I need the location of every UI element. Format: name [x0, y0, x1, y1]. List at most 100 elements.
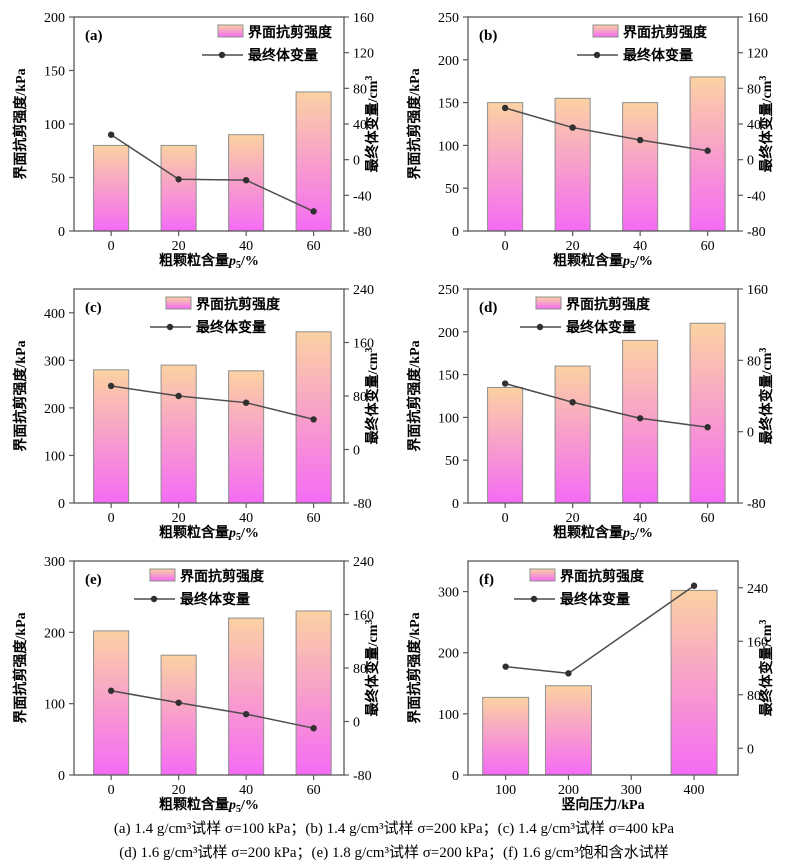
y-right-tick-label: 120 [747, 47, 768, 62]
x-tick-label: 40 [633, 239, 647, 254]
legend-line-marker [530, 595, 538, 603]
chart-panel-e: 0 100 200 300 -80 0 80 160 240 0 20 40 60 界面抗剪强度/kPa 最… [0, 544, 394, 816]
legend-bar-swatch [217, 24, 244, 38]
caption-line-1: (a) 1.4 g/cm³试样 σ=100 kPa；(b) 1.4 g/cm³试… [113, 821, 675, 837]
xlabel: 粗颗粒含量p5/% [553, 252, 653, 271]
bars [93, 91, 332, 232]
axis-tick-labels: 0 100 200 300 -80 0 80 160 240 0 20 40 60 [44, 555, 374, 798]
x-tick-label: 0 [502, 239, 509, 254]
chart-e: 0 100 200 300 -80 0 80 160 240 0 20 40 60 界面抗剪强度/kPa 最… [12, 555, 381, 815]
xlabel: 粗颗粒含量p5/% [553, 524, 653, 543]
data-point-marker [636, 415, 644, 422]
data-point-marker [242, 399, 250, 406]
bar [487, 102, 524, 232]
y-left-tick-label: 0 [452, 225, 459, 240]
data-point-marker [569, 399, 576, 406]
panel-letter: (c) [85, 300, 102, 316]
y-left-tick-label: 100 [44, 118, 65, 133]
axis-tick-labels: 0 50 100 150 200 250 -80 0 80 160 0 20 40 60 [438, 283, 768, 526]
y-right-tick-label: -80 [353, 497, 372, 512]
y-right-tick-label: -40 [353, 189, 372, 204]
axis-tick-labels: 0 50 100 150 200 -80 -40 0 40 80 120 160 0 20 40 60 [44, 11, 374, 254]
y-left-tick-label: 150 [438, 97, 459, 112]
y-right-tick-label: 160 [747, 11, 768, 26]
bar [160, 364, 197, 504]
ylabel-left: 界面抗剪强度/kPa [406, 612, 423, 723]
bar [93, 630, 130, 776]
line-series [110, 134, 314, 213]
axis-tick-labels: 0 50 100 150 200 250 -80 -40 0 40 80 120 160 0 20 40 60 [438, 11, 768, 254]
y-right-tick-label: 40 [747, 118, 761, 133]
data-point-marker [565, 670, 572, 677]
x-tick-label: 60 [307, 783, 321, 798]
legend-bar-swatch [592, 24, 619, 38]
ylabel-right: 最终体变量/cm3 [364, 348, 381, 445]
y-left-tick-label: 200 [438, 326, 459, 341]
bar [622, 102, 659, 232]
y-right-tick-label: 240 [353, 283, 374, 298]
data-point-marker [107, 131, 115, 138]
y-left-tick-label: 50 [445, 454, 459, 469]
bar [622, 339, 659, 504]
data-point-marker [704, 424, 711, 431]
y-left-tick-label: 200 [438, 647, 459, 662]
bar [554, 365, 591, 504]
x-tick-label: 40 [239, 239, 253, 254]
x-tick-label: 60 [307, 239, 321, 254]
y-left-tick-label: 0 [58, 225, 65, 240]
ylabel-left: 界面抗剪强度/kPa [406, 340, 423, 451]
bar [160, 144, 197, 232]
chart-panel-b: 0 50 100 150 200 250 -80 -40 0 40 80 120 160 0 20 40 60 界… [394, 0, 788, 272]
data-point-marker [175, 176, 182, 183]
bar [482, 696, 530, 776]
xlabel: 粗颗粒含量p5/% [159, 524, 259, 543]
x-tick-label: 20 [172, 783, 186, 798]
plot-frame [467, 288, 739, 504]
bar [93, 369, 130, 504]
legend-line-marker [218, 51, 226, 59]
axis-ticks [463, 587, 743, 780]
legend-line-label: 最终体变量 [248, 47, 318, 64]
y-right-tick-label: -80 [353, 769, 372, 784]
panel-letter: (a) [85, 28, 103, 44]
legend-bar-label: 界面抗剪强度 [196, 296, 281, 313]
ylabel-left: 界面抗剪强度/kPa [406, 68, 423, 179]
panel-letter: (d) [479, 300, 497, 316]
data-point-marker [636, 136, 644, 144]
x-tick-label: 0 [108, 783, 115, 798]
data-point-marker [569, 124, 576, 131]
x-tick-label: 400 [684, 783, 705, 798]
y-right-tick-label: -80 [747, 497, 766, 512]
line-series [504, 107, 708, 152]
legend-bar-swatch [529, 568, 556, 582]
panel-letter: (e) [85, 572, 102, 588]
chart-panel-a: 0 50 100 150 200 -80 -40 0 40 80 120 160 0 20 40 60 界面抗剪… [0, 0, 394, 272]
line-series [504, 382, 708, 428]
y-right-tick-label: 0 [353, 716, 360, 731]
legend-bar-label: 界面抗剪强度 [248, 24, 333, 41]
legend-bar-swatch [535, 296, 562, 310]
y-left-tick-label: 200 [44, 11, 65, 26]
y-right-tick-label: 80 [747, 689, 761, 704]
x-tick-label: 40 [239, 783, 253, 798]
data-point-marker [501, 380, 509, 387]
ylabel-left: 界面抗剪强度/kPa [12, 340, 29, 451]
y-left-tick-label: 250 [438, 11, 459, 26]
bar [160, 654, 197, 776]
y-right-tick-label: 0 [353, 154, 360, 169]
data-point-marker [501, 104, 509, 112]
bar [93, 144, 130, 232]
ylabel-left: 界面抗剪强度/kPa [12, 68, 29, 179]
axis-ticks [463, 16, 743, 236]
data-point-marker [310, 416, 317, 423]
charts-grid: 0 50 100 150 200 -80 -40 0 40 80 120 160 0 20 40 60 界面抗剪… [0, 0, 788, 816]
axis-ticks [69, 16, 349, 236]
chart-panel-d: 0 50 100 150 200 250 -80 0 80 160 0 20 40 60 界面抗剪强度/kP… [394, 272, 788, 544]
y-right-tick-label: 0 [353, 444, 360, 459]
legend-line-label: 最终体变量 [180, 591, 250, 608]
data-point-marker [175, 392, 182, 400]
